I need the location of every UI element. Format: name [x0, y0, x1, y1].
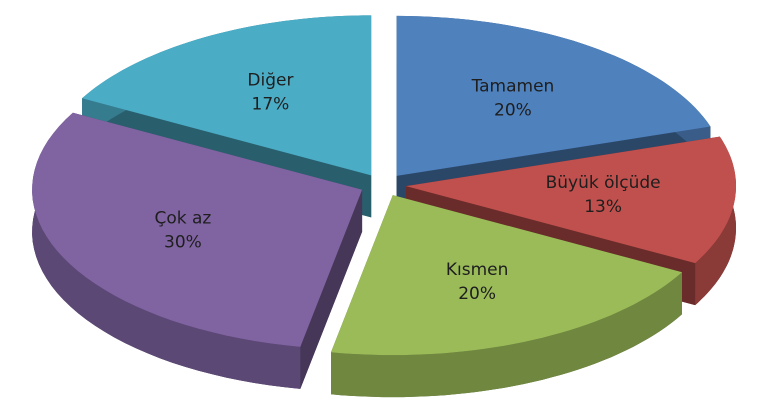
slice-label: Diğer	[247, 71, 293, 91]
slice-label: Kısmen	[446, 260, 509, 280]
slice-value-label: 13%	[584, 197, 622, 217]
slice-outer-wall	[331, 272, 682, 398]
slice	[396, 15, 711, 176]
slice-radial-wall	[300, 189, 363, 389]
slice	[82, 15, 372, 176]
slice: Kısmen 20%	[331, 195, 682, 398]
slice-label: Çok az	[155, 209, 212, 229]
slice-value-label: 20%	[494, 100, 532, 120]
slice-label: Büyük ölçüde	[546, 173, 661, 193]
slice	[406, 136, 736, 264]
slice: Çok az 30%	[32, 112, 363, 389]
slice-label: Tamamen	[471, 76, 555, 96]
slice	[331, 195, 682, 356]
slice-value-label: 17%	[252, 95, 290, 115]
slice-value-label: 30%	[164, 233, 202, 253]
slice-outer-wall	[32, 112, 301, 389]
slice-value-label: 20%	[458, 284, 496, 304]
slice	[32, 112, 363, 347]
